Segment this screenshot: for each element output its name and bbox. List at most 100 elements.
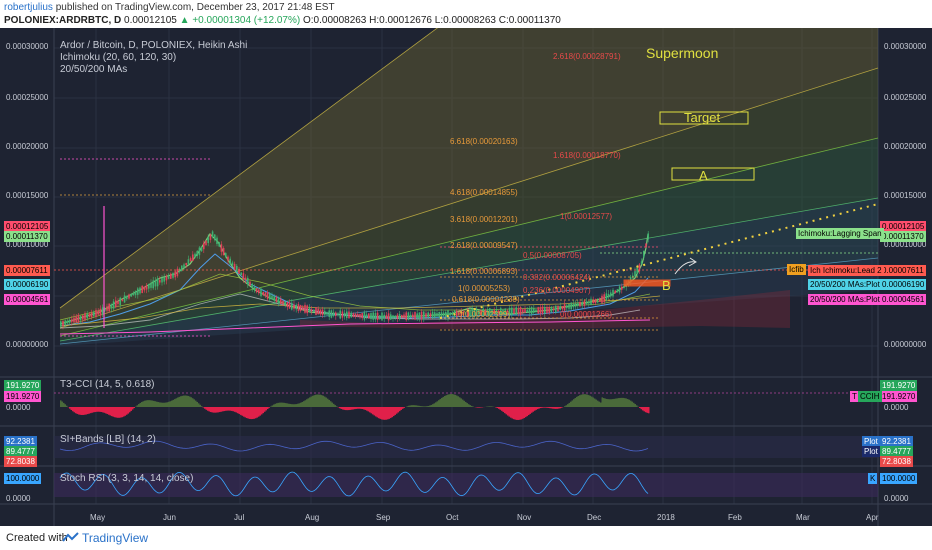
cci-axis-label-right: 0.0000: [884, 403, 909, 412]
ichimoku-cloud: [300, 290, 790, 330]
price-axis-label: 0.00030000: [6, 42, 49, 51]
tradingview-logo-icon[interactable]: [62, 531, 80, 545]
price-axis-label-right: 0.00020000: [884, 142, 927, 151]
ohlc-line: POLONIEX:ARDRBTC, D 0.00012105 ▲ +0.0000…: [4, 15, 561, 26]
si-series-tag: Plot: [862, 446, 880, 457]
si-right-tag: 72.8038: [880, 456, 913, 467]
time-axis-label: Feb: [728, 513, 742, 522]
ma-plot-tag: 20/50/200 MAs:Plot: [808, 294, 882, 305]
published-text: published on TradingView.com, December 2…: [55, 2, 335, 13]
close-value: C:0.00011370: [498, 15, 561, 26]
fan-channels: [59, 28, 879, 346]
price-axis-label: 0.00025000: [6, 93, 49, 102]
chart-header: robertjulius published on TradingView.co…: [0, 0, 932, 28]
price-axis-label-right: 0.00015000: [884, 191, 927, 200]
price-axis-label: 0.00000000: [6, 340, 49, 349]
author-link[interactable]: robertjulius: [4, 2, 53, 13]
left-price-tag: 0.00007611: [4, 265, 50, 276]
fib-label: 2.618(0.00028791): [553, 52, 621, 61]
left-price-tag: 0.00012105: [4, 221, 51, 232]
stoch-right-tag: 100.0000: [880, 473, 918, 484]
si-right-tag: 89.4777: [880, 446, 913, 457]
stoch-pane-title[interactable]: Stoch RSI (3, 3, 14, 14, close): [60, 473, 194, 484]
change-arrow-icon: ▲: [179, 15, 190, 26]
created-with-text: Created with: [6, 532, 68, 544]
last-price: 0.00012105: [124, 15, 177, 26]
lead2-tag: Ich Ichimoku:Lead 2: [808, 265, 884, 276]
open-value: O:0.00008263: [302, 15, 367, 26]
lagging-span-tag: Ichimoku:Lagging Span: [796, 228, 884, 239]
cci-pane-title[interactable]: T3-CCI (14, 5, 0.618): [60, 379, 155, 390]
time-axis-label: Jun: [163, 513, 176, 522]
low-value: L:0.00008263: [434, 15, 496, 26]
stoch-left-tag: 100.0000: [4, 473, 42, 484]
si-right-tag: 92.2381: [880, 436, 913, 447]
arrow-icon: [674, 261, 696, 275]
stoch-axis-label-right: 0.0000: [884, 494, 909, 503]
fib-label: 0(0.00002599): [458, 310, 511, 319]
price-axis-label-right: 0.00010000: [884, 240, 927, 249]
si-series-tag: Plot: [862, 436, 880, 447]
cci-right-tag: 191.9270: [880, 391, 918, 402]
right-price-tag: 0.00012105: [880, 221, 927, 232]
time-axis-label: Dec: [587, 513, 602, 522]
ichimoku-legend[interactable]: Ichimoku (20, 60, 120, 30): [60, 52, 177, 63]
target-boxes: [623, 111, 755, 287]
si-left-tag: 89.4777: [4, 446, 37, 457]
right-price-tag: 0.00007611: [880, 265, 926, 276]
ma-legend[interactable]: 20/50/200 MAs: [60, 64, 128, 75]
time-axis-label: Jul: [234, 513, 245, 522]
fib-label: 0(0.00001266): [560, 310, 613, 319]
time-axis-label: May: [90, 513, 106, 522]
fib-label: 0.382(0.00006424): [523, 273, 591, 282]
publish-line: robertjulius published on TradingView.co…: [4, 2, 335, 13]
fib-label: 4.618(0.00014855): [450, 188, 518, 197]
cci-right-tag: 191.9270: [880, 380, 918, 391]
price-axis-label-right: 0.00025000: [884, 93, 927, 102]
si-pane-title[interactable]: SI+Bands [LB] (14, 2): [60, 434, 156, 445]
left-price-tag: 0.00004561: [4, 294, 51, 305]
high-value: H:0.00012676: [369, 15, 432, 26]
fib-label: 2.618(0.00009547): [450, 241, 518, 250]
cci-axis-label: 0.0000: [6, 403, 31, 412]
fib-tag: Icfib: [787, 264, 806, 275]
fib-label: 1.618(0.00018770): [553, 151, 621, 160]
stoch-series-tag: K: [868, 473, 878, 484]
fib-label: 3.618(0.00012201): [450, 215, 518, 224]
supermoon-label: Supermoon: [646, 45, 719, 61]
main-pane-title: Ardor / Bitcoin, D, POLONIEX, Heikin Ash…: [60, 40, 248, 51]
right-price-tag: 0.00011370: [880, 231, 926, 242]
cci-left-tag: 191.9270: [4, 391, 42, 402]
fib-label: 1(0.00012577): [560, 212, 613, 221]
si-left-tag: 72.8038: [4, 456, 37, 467]
cci-histogram: [60, 394, 650, 420]
stoch-axis-label: 0.0000: [6, 494, 31, 503]
wave-a-label: A: [699, 168, 708, 183]
time-axis-label: Mar: [796, 513, 810, 522]
fib-label: 6.618(0.00020163): [450, 137, 518, 146]
right-price-tag: 0.00004561: [880, 294, 927, 305]
symbol-label: POLONIEX:ARDRBTC, D: [4, 15, 122, 26]
target-label: Target: [684, 110, 721, 125]
fib-label: 0.236(0.00004907): [523, 286, 591, 295]
chart-canvas[interactable]: Ardor / Bitcoin, D, POLONIEX, Heikin Ash…: [0, 28, 932, 526]
cci-series-tag: T: [850, 391, 859, 402]
tradingview-brand-link[interactable]: TradingView: [82, 531, 149, 545]
time-axis-label: Sep: [376, 513, 391, 522]
price-axis-label-right: 0.00000000: [884, 340, 927, 349]
time-axis-label: 2018: [657, 513, 675, 522]
time-axis-label: Oct: [446, 513, 459, 522]
cci-series-tag: CCIH: [858, 391, 882, 402]
right-price-tag: 0.00006190: [880, 279, 927, 290]
chart-drawing: [0, 28, 932, 526]
price-axis-label: 0.00010000: [6, 240, 49, 249]
footer-bar: Created with TradingView: [0, 526, 932, 550]
left-price-tag: 0.00011370: [4, 231, 50, 242]
si-band: [54, 436, 878, 458]
si-left-tag: 92.2381: [4, 436, 37, 447]
fib-label: 0.5(0.00008705): [523, 251, 582, 260]
fib-label: 0.618(0.00004239): [452, 295, 520, 304]
arrowhead-icon: [688, 257, 697, 267]
time-axis-label: Aug: [305, 513, 320, 522]
price-axis-label: 0.00020000: [6, 142, 49, 151]
